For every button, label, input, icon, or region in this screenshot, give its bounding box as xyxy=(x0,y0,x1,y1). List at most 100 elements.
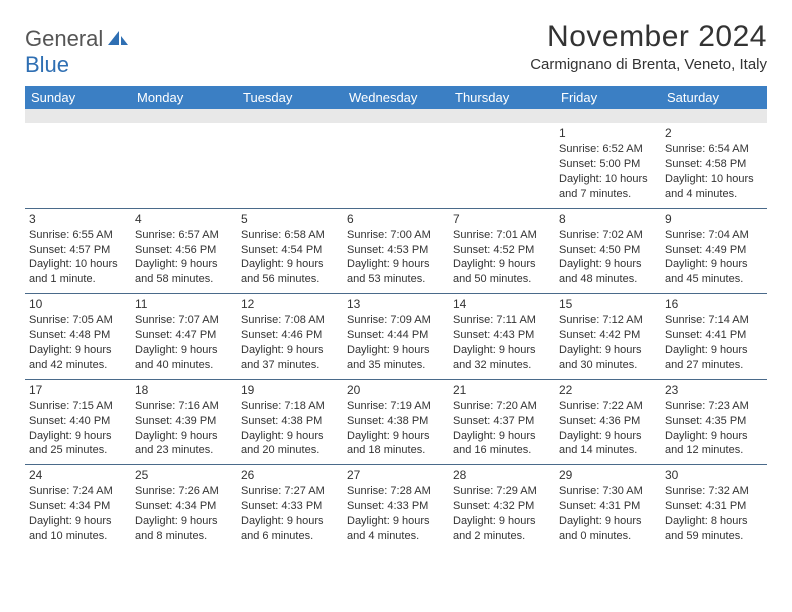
sunset-text: Sunset: 4:44 PM xyxy=(347,328,445,343)
daylight-text: Daylight: 9 hours and 45 minutes. xyxy=(665,257,763,287)
daylight-text: Daylight: 9 hours and 27 minutes. xyxy=(665,343,763,373)
day-number: 10 xyxy=(29,296,127,312)
daylight-text: Daylight: 9 hours and 58 minutes. xyxy=(135,257,233,287)
sunset-text: Sunset: 4:32 PM xyxy=(453,499,551,514)
day-cell: 10Sunrise: 7:05 AMSunset: 4:48 PMDayligh… xyxy=(25,294,131,379)
day-cell: 21Sunrise: 7:20 AMSunset: 4:37 PMDayligh… xyxy=(449,380,555,465)
day-cell: 9Sunrise: 7:04 AMSunset: 4:49 PMDaylight… xyxy=(661,209,767,294)
sunrise-text: Sunrise: 7:22 AM xyxy=(559,399,657,414)
sunset-text: Sunset: 4:42 PM xyxy=(559,328,657,343)
logo-blue: Blue xyxy=(25,52,69,77)
day-cell: 25Sunrise: 7:26 AMSunset: 4:34 PMDayligh… xyxy=(131,465,237,550)
sunrise-text: Sunrise: 7:07 AM xyxy=(135,313,233,328)
day-number: 4 xyxy=(135,211,233,227)
sunrise-text: Sunrise: 6:52 AM xyxy=(559,142,657,157)
day-cell: 5Sunrise: 6:58 AMSunset: 4:54 PMDaylight… xyxy=(237,209,343,294)
day-cell: 23Sunrise: 7:23 AMSunset: 4:35 PMDayligh… xyxy=(661,380,767,465)
dow-row: Sunday Monday Tuesday Wednesday Thursday… xyxy=(25,86,767,109)
sunrise-text: Sunrise: 6:57 AM xyxy=(135,228,233,243)
sunrise-text: Sunrise: 7:11 AM xyxy=(453,313,551,328)
day-number: 26 xyxy=(241,467,339,483)
sunrise-text: Sunrise: 7:12 AM xyxy=(559,313,657,328)
calendar: Sunday Monday Tuesday Wednesday Thursday… xyxy=(25,86,767,550)
dow-monday: Monday xyxy=(131,86,237,109)
sunset-text: Sunset: 4:49 PM xyxy=(665,243,763,258)
day-cell: 16Sunrise: 7:14 AMSunset: 4:41 PMDayligh… xyxy=(661,294,767,379)
empty-cell xyxy=(449,123,555,208)
daylight-text: Daylight: 9 hours and 40 minutes. xyxy=(135,343,233,373)
day-cell: 14Sunrise: 7:11 AMSunset: 4:43 PMDayligh… xyxy=(449,294,555,379)
daylight-text: Daylight: 9 hours and 20 minutes. xyxy=(241,429,339,459)
day-number: 2 xyxy=(665,125,763,141)
daylight-text: Daylight: 9 hours and 42 minutes. xyxy=(29,343,127,373)
daylight-text: Daylight: 9 hours and 2 minutes. xyxy=(453,514,551,544)
daylight-text: Daylight: 9 hours and 0 minutes. xyxy=(559,514,657,544)
day-number: 24 xyxy=(29,467,127,483)
sunset-text: Sunset: 4:34 PM xyxy=(29,499,127,514)
logo-general: General xyxy=(25,26,103,51)
sunset-text: Sunset: 4:47 PM xyxy=(135,328,233,343)
sunset-text: Sunset: 4:48 PM xyxy=(29,328,127,343)
sunrise-text: Sunrise: 7:18 AM xyxy=(241,399,339,414)
day-number: 23 xyxy=(665,382,763,398)
week-row: 24Sunrise: 7:24 AMSunset: 4:34 PMDayligh… xyxy=(25,464,767,550)
day-number: 16 xyxy=(665,296,763,312)
sunrise-text: Sunrise: 7:08 AM xyxy=(241,313,339,328)
sunrise-text: Sunrise: 7:27 AM xyxy=(241,484,339,499)
sunrise-text: Sunrise: 7:00 AM xyxy=(347,228,445,243)
daylight-text: Daylight: 10 hours and 7 minutes. xyxy=(559,172,657,202)
daylight-text: Daylight: 9 hours and 12 minutes. xyxy=(665,429,763,459)
sunset-text: Sunset: 4:36 PM xyxy=(559,414,657,429)
sunset-text: Sunset: 4:54 PM xyxy=(241,243,339,258)
dow-thursday: Thursday xyxy=(449,86,555,109)
sail-icon xyxy=(108,31,128,47)
day-cell: 1Sunrise: 6:52 AMSunset: 5:00 PMDaylight… xyxy=(555,123,661,208)
sunset-text: Sunset: 4:40 PM xyxy=(29,414,127,429)
title-block: November 2024 Carmignano di Brenta, Vene… xyxy=(530,20,767,73)
week-row: 10Sunrise: 7:05 AMSunset: 4:48 PMDayligh… xyxy=(25,293,767,379)
day-number: 13 xyxy=(347,296,445,312)
dow-saturday: Saturday xyxy=(661,86,767,109)
sunset-text: Sunset: 4:50 PM xyxy=(559,243,657,258)
sunrise-text: Sunrise: 7:23 AM xyxy=(665,399,763,414)
dow-tuesday: Tuesday xyxy=(237,86,343,109)
daylight-text: Daylight: 9 hours and 37 minutes. xyxy=(241,343,339,373)
weeks-container: 1Sunrise: 6:52 AMSunset: 5:00 PMDaylight… xyxy=(25,123,767,550)
sunrise-text: Sunrise: 7:30 AM xyxy=(559,484,657,499)
daylight-text: Daylight: 9 hours and 48 minutes. xyxy=(559,257,657,287)
day-number: 11 xyxy=(135,296,233,312)
sunset-text: Sunset: 4:38 PM xyxy=(347,414,445,429)
day-number: 9 xyxy=(665,211,763,227)
day-number: 20 xyxy=(347,382,445,398)
daylight-text: Daylight: 9 hours and 14 minutes. xyxy=(559,429,657,459)
day-number: 14 xyxy=(453,296,551,312)
day-cell: 3Sunrise: 6:55 AMSunset: 4:57 PMDaylight… xyxy=(25,209,131,294)
day-cell: 30Sunrise: 7:32 AMSunset: 4:31 PMDayligh… xyxy=(661,465,767,550)
sunset-text: Sunset: 4:41 PM xyxy=(665,328,763,343)
location: Carmignano di Brenta, Veneto, Italy xyxy=(530,56,767,73)
sunrise-text: Sunrise: 7:26 AM xyxy=(135,484,233,499)
day-cell: 7Sunrise: 7:01 AMSunset: 4:52 PMDaylight… xyxy=(449,209,555,294)
sunrise-text: Sunrise: 7:19 AM xyxy=(347,399,445,414)
sunrise-text: Sunrise: 7:09 AM xyxy=(347,313,445,328)
sunrise-text: Sunrise: 7:15 AM xyxy=(29,399,127,414)
sunset-text: Sunset: 4:46 PM xyxy=(241,328,339,343)
daylight-text: Daylight: 9 hours and 8 minutes. xyxy=(135,514,233,544)
day-cell: 27Sunrise: 7:28 AMSunset: 4:33 PMDayligh… xyxy=(343,465,449,550)
day-number: 1 xyxy=(559,125,657,141)
sunrise-text: Sunrise: 7:04 AM xyxy=(665,228,763,243)
month-title: November 2024 xyxy=(530,20,767,54)
day-number: 6 xyxy=(347,211,445,227)
day-cell: 11Sunrise: 7:07 AMSunset: 4:47 PMDayligh… xyxy=(131,294,237,379)
header-band xyxy=(25,109,767,123)
day-cell: 13Sunrise: 7:09 AMSunset: 4:44 PMDayligh… xyxy=(343,294,449,379)
day-cell: 6Sunrise: 7:00 AMSunset: 4:53 PMDaylight… xyxy=(343,209,449,294)
empty-cell xyxy=(237,123,343,208)
sunrise-text: Sunrise: 7:29 AM xyxy=(453,484,551,499)
day-cell: 18Sunrise: 7:16 AMSunset: 4:39 PMDayligh… xyxy=(131,380,237,465)
daylight-text: Daylight: 9 hours and 32 minutes. xyxy=(453,343,551,373)
empty-cell xyxy=(131,123,237,208)
empty-cell xyxy=(25,123,131,208)
sunset-text: Sunset: 4:33 PM xyxy=(241,499,339,514)
day-number: 25 xyxy=(135,467,233,483)
